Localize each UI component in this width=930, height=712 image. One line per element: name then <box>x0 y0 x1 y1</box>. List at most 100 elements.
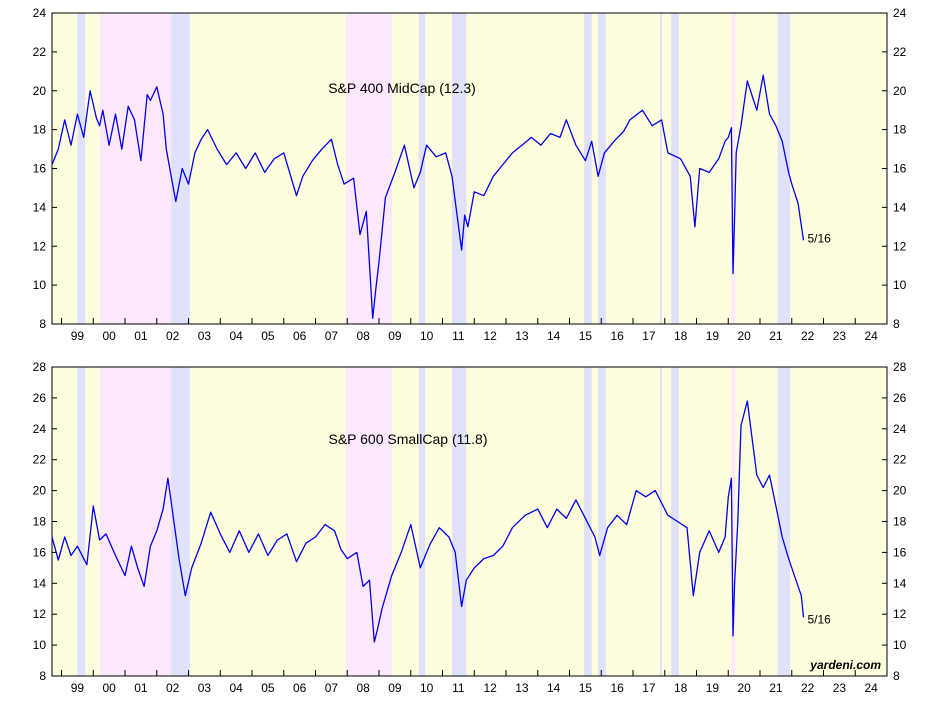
y-tick-label-left: 8 <box>39 317 46 331</box>
correction-band <box>583 367 592 676</box>
recession-band <box>731 13 736 324</box>
y-tick-label-right: 24 <box>893 6 907 20</box>
correction-band <box>777 13 791 324</box>
x-tick-label: 15 <box>579 681 593 695</box>
correction-band <box>418 13 426 324</box>
correction-band <box>777 367 791 676</box>
y-tick-label-right: 22 <box>893 45 907 59</box>
y-tick-label-right: 26 <box>893 391 907 405</box>
correction-band <box>671 13 680 324</box>
y-tick-label-right: 22 <box>893 453 907 467</box>
y-tick-label-left: 16 <box>33 162 47 176</box>
x-tick-label: 15 <box>579 329 593 343</box>
series-line <box>51 400 805 643</box>
recession-band <box>345 13 393 324</box>
x-tick-label: 10 <box>420 681 434 695</box>
recession-band <box>99 367 181 676</box>
end-date-label: 5/16 <box>808 612 832 626</box>
y-tick-label-left: 12 <box>33 607 47 621</box>
y-tick-label-right: 20 <box>893 484 907 498</box>
x-tick-label: 14 <box>547 681 561 695</box>
chart-title: S&P 600 SmallCap (11.8) <box>328 431 487 447</box>
x-tick-label: 23 <box>833 681 847 695</box>
x-tick-label: 22 <box>801 329 815 343</box>
y-tick-label-right: 10 <box>893 278 907 292</box>
correction-band <box>452 13 467 324</box>
y-tick-label-right: 16 <box>893 162 907 176</box>
y-tick-label-left: 14 <box>33 576 47 590</box>
correction-band <box>171 367 181 676</box>
x-tick-label: 05 <box>261 329 275 343</box>
x-tick-label: 21 <box>769 329 783 343</box>
correction-band <box>598 367 607 676</box>
x-tick-label: 08 <box>356 329 370 343</box>
x-tick-label: 01 <box>134 329 148 343</box>
x-tick-label: 12 <box>483 329 497 343</box>
x-tick-label: 17 <box>642 681 656 695</box>
x-tick-label: 16 <box>610 329 624 343</box>
y-tick-label-left: 24 <box>33 6 47 20</box>
x-tick-label: 04 <box>229 329 243 343</box>
correction-band <box>418 367 426 676</box>
correction-band <box>659 367 662 676</box>
x-tick-label: 07 <box>325 681 339 695</box>
x-tick-label: 12 <box>483 681 497 695</box>
x-tick-label: 03 <box>198 681 212 695</box>
y-tick-label-right: 14 <box>893 200 907 214</box>
correction-band <box>671 367 680 676</box>
x-tick-label: 06 <box>293 681 307 695</box>
recession-band <box>345 367 393 676</box>
x-tick-label: 05 <box>261 681 275 695</box>
x-tick-label: 10 <box>420 329 434 343</box>
correction-band <box>598 13 607 324</box>
watermark: yardeni.com <box>809 658 881 672</box>
y-tick-label-left: 16 <box>33 545 47 559</box>
y-tick-label-left: 22 <box>33 453 47 467</box>
y-tick-label-right: 14 <box>893 576 907 590</box>
x-tick-label: 02 <box>166 329 180 343</box>
x-tick-label: 24 <box>864 681 878 695</box>
y-tick-label-right: 20 <box>893 84 907 98</box>
x-tick-label: 16 <box>610 681 624 695</box>
correction-band <box>452 367 467 676</box>
y-tick-label-right: 10 <box>893 638 907 652</box>
correction-band <box>77 367 86 676</box>
y-tick-label-right: 8 <box>893 669 900 683</box>
chart-title: S&P 400 MidCap (12.3) <box>328 80 476 96</box>
x-tick-label: 22 <box>801 681 815 695</box>
x-tick-label: 13 <box>515 681 529 695</box>
chart-panel-2: 8 8 10 10 12 12 14 14 16 16 18 18 20 20 22 22 24 24 26 26 28… <box>33 360 907 695</box>
y-tick-label-left: 18 <box>33 123 47 137</box>
x-tick-label: 11 <box>452 681 465 695</box>
x-tick-label: 07 <box>325 329 339 343</box>
y-tick-label-left: 20 <box>33 84 47 98</box>
x-tick-label: 00 <box>102 681 116 695</box>
chart-panel-1: 8 8 10 10 12 12 14 14 16 16 18 18 20 20 22 22 24 24 99 00 01… <box>33 6 907 343</box>
x-tick-label: 20 <box>737 329 751 343</box>
x-tick-label: 14 <box>547 329 561 343</box>
y-tick-label-right: 18 <box>893 123 907 137</box>
y-tick-label-left: 20 <box>33 484 47 498</box>
x-tick-label: 09 <box>388 681 402 695</box>
x-tick-label: 06 <box>293 329 307 343</box>
y-tick-label-right: 18 <box>893 515 907 529</box>
x-tick-label: 01 <box>134 681 148 695</box>
x-tick-label: 18 <box>674 681 688 695</box>
x-tick-label: 02 <box>166 681 180 695</box>
y-tick-label-left: 8 <box>39 669 46 683</box>
y-tick-label-right: 12 <box>893 239 907 253</box>
x-tick-label: 99 <box>71 681 85 695</box>
y-tick-label-left: 24 <box>33 422 47 436</box>
correction-band <box>171 13 181 324</box>
x-tick-label: 19 <box>706 681 720 695</box>
y-tick-label-right: 24 <box>893 422 907 436</box>
y-tick-label-left: 28 <box>33 360 47 374</box>
x-tick-label: 17 <box>642 329 656 343</box>
correction-band <box>659 13 662 324</box>
x-tick-label: 08 <box>356 681 370 695</box>
y-tick-label-left: 10 <box>33 638 47 652</box>
x-tick-label: 04 <box>229 681 243 695</box>
x-tick-label: 99 <box>71 329 85 343</box>
